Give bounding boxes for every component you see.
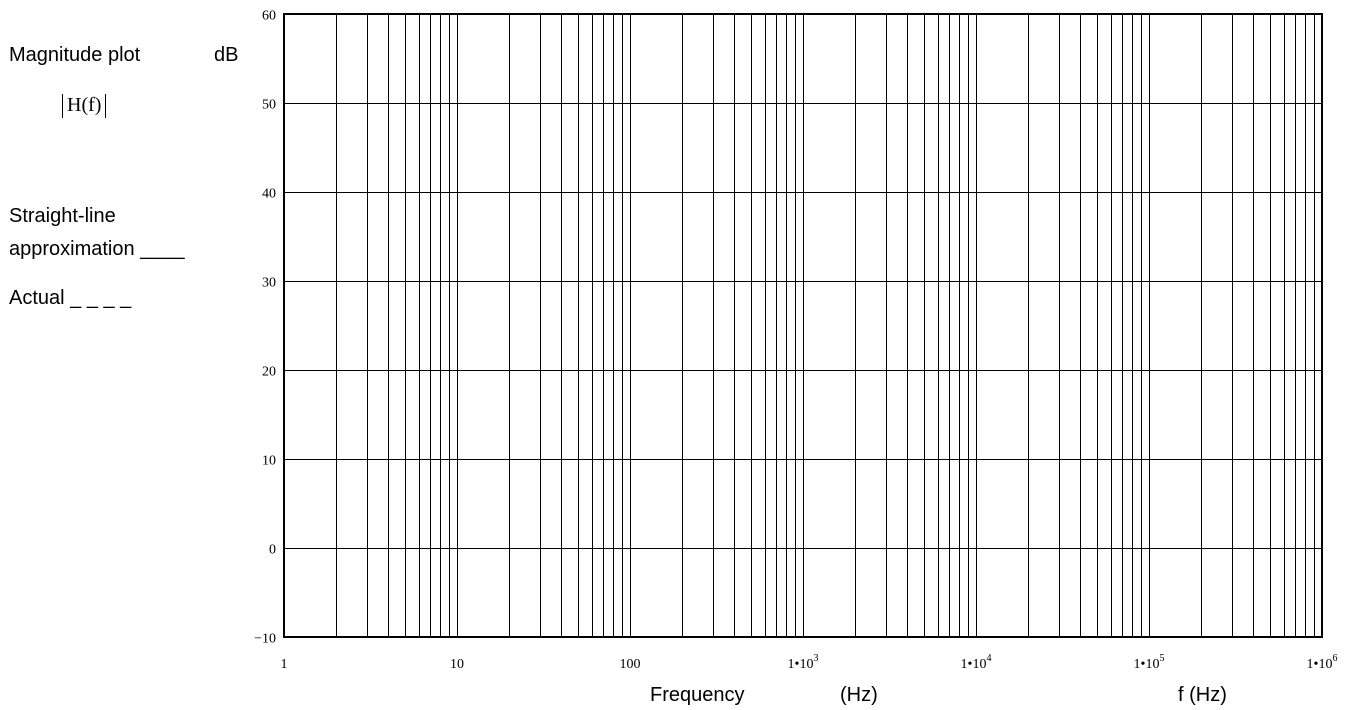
abs-bar-right <box>105 94 107 119</box>
x-tick-label: 10 <box>450 657 464 672</box>
approximation-label: approximation ____ <box>9 238 185 260</box>
y-tick-label: −10 <box>254 632 276 647</box>
x-tick-label: 1•105 <box>1134 653 1165 672</box>
plot-frame <box>283 13 1323 638</box>
x-tick-label: 1 <box>281 657 288 672</box>
x-tick-label: 1•103 <box>788 653 819 672</box>
magnitude-plot-label: Magnitude plot <box>9 44 141 66</box>
x-tick-labels: 1 10 100 1•103 1•104 1•105 1•106 <box>281 653 1338 672</box>
x-tick-label: 100 <box>620 657 641 672</box>
db-unit-label: dB <box>214 44 239 66</box>
abs-bar-left <box>62 94 63 119</box>
y-tick-label: 40 <box>262 187 276 202</box>
y-tick-label: 20 <box>262 365 276 380</box>
grid-major <box>284 14 1322 637</box>
y-tick-label: 50 <box>262 98 276 113</box>
x-axis-label: Frequency <box>650 684 745 706</box>
y-tick-label: 30 <box>262 276 276 291</box>
hf-text: H(f) <box>67 94 102 116</box>
y-tick-label: 60 <box>262 9 276 24</box>
x-axis-right-label: f (Hz) <box>1178 684 1227 706</box>
straight-line-label: Straight-line <box>9 205 116 227</box>
grid-minor <box>336 14 1315 637</box>
hf-label: H(f) <box>58 92 110 119</box>
x-tick-label: 1•106 <box>1307 653 1338 672</box>
y-tick-labels: 60 50 40 30 20 10 0 −10 <box>254 9 276 647</box>
y-tick-label: 0 <box>269 543 276 558</box>
y-tick-label: 10 <box>262 454 276 469</box>
x-axis-unit-label: (Hz) <box>840 684 878 706</box>
x-tick-label: 1•104 <box>961 653 992 672</box>
actual-label: Actual _ _ _ _ <box>9 287 132 309</box>
